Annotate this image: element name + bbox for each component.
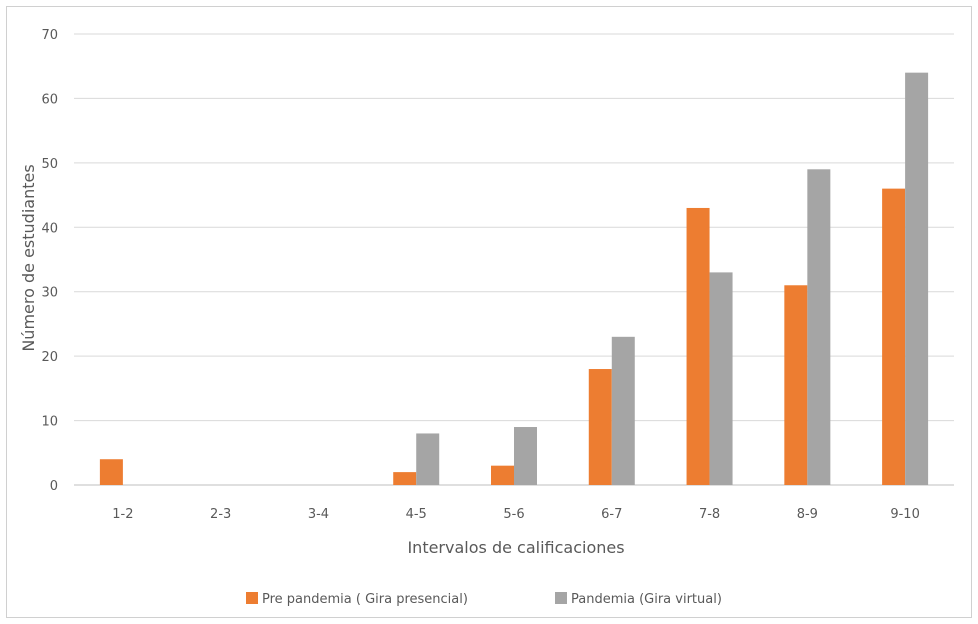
y-tick-label: 60: [41, 92, 58, 107]
x-tick-label: 7-8: [699, 507, 720, 522]
bar-pre-pandemia-8-9: [784, 285, 808, 485]
x-tick-label: 8-9: [797, 507, 818, 522]
x-tick-label: 4-5: [406, 507, 427, 522]
bar-pandemia-5-6: [514, 427, 537, 485]
x-tick-label: 5-6: [503, 507, 524, 522]
bar-pandemia-9-10: [905, 72, 929, 486]
bar-pre-pandemia-5-6: [491, 465, 514, 485]
legend-swatch-pandemia: [555, 592, 567, 604]
x-tick-label: 6-7: [601, 507, 622, 522]
y-tick-label: 70: [41, 28, 58, 43]
x-tick-label: 9-10: [890, 507, 920, 522]
bars: [99, 72, 929, 486]
x-axis-title: Intervalos de calificaciones: [407, 538, 624, 557]
x-tick-label: 2-3: [210, 507, 231, 522]
x-axis-ticks: 1-2 2-3 3-4 4-5 5-6 6-7 7-8 8-9 9-10: [112, 507, 920, 522]
legend-swatch-pre-pandemia: [246, 592, 258, 604]
legend: Pre pandemia ( Gira presencial) Pandemia…: [246, 592, 722, 607]
bar-pandemia-4-5: [416, 433, 440, 485]
bar-pre-pandemia-7-8: [686, 207, 710, 485]
x-tick-label: 3-4: [308, 507, 329, 522]
legend-label-pandemia: Pandemia (Gira virtual): [571, 592, 722, 607]
bar-pandemia-6-7: [611, 336, 635, 485]
bar-pre-pandemia-9-10: [882, 188, 906, 485]
x-tick-label: 1-2: [112, 507, 133, 522]
y-axis-ticks: 0 10 20 30 40 50 60 70: [41, 28, 58, 494]
bar-pandemia-8-9: [807, 169, 831, 486]
bar-pre-pandemia-1-2: [99, 459, 123, 485]
y-axis-title: Número de estudiantes: [19, 164, 38, 351]
y-tick-label: 30: [41, 286, 58, 301]
y-tick-label: 50: [41, 157, 58, 172]
y-tick-label: 40: [41, 221, 58, 236]
bar-pandemia-7-8: [709, 272, 733, 485]
y-tick-label: 10: [41, 415, 58, 430]
y-tick-label: 20: [41, 350, 58, 365]
bar-pre-pandemia-6-7: [588, 369, 612, 485]
y-tick-label: 0: [50, 479, 58, 494]
chart-frame: [6, 6, 972, 618]
legend-label-pre-pandemia: Pre pandemia ( Gira presencial): [262, 592, 468, 607]
bar-pre-pandemia-4-5: [393, 472, 417, 485]
